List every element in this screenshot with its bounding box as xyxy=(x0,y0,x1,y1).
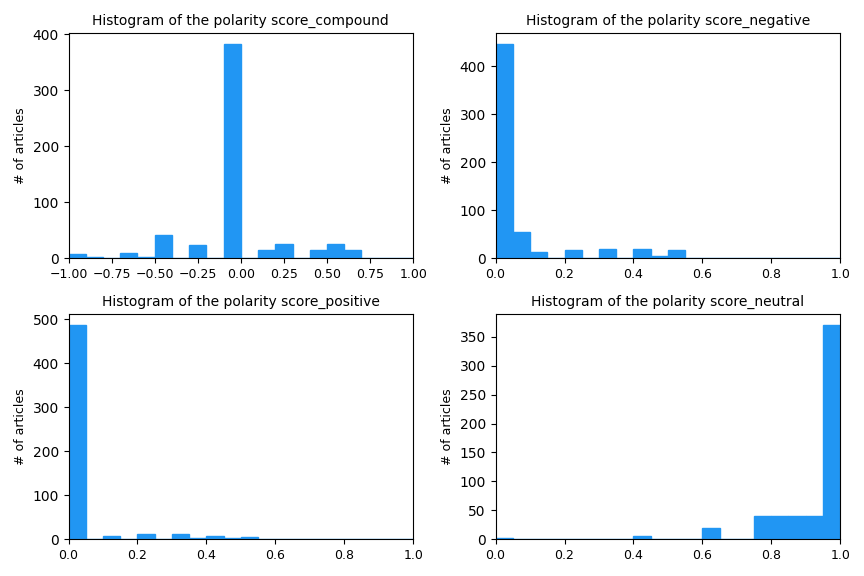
Bar xyxy=(137,534,155,539)
Title: Histogram of the polarity score_neutral: Histogram of the polarity score_neutral xyxy=(531,295,804,309)
Bar xyxy=(633,536,651,539)
Bar xyxy=(258,251,276,258)
Bar xyxy=(754,516,772,539)
Bar xyxy=(103,536,120,539)
Bar xyxy=(310,250,327,258)
Bar xyxy=(224,537,241,539)
Bar xyxy=(530,252,547,258)
Bar xyxy=(344,250,361,258)
Bar xyxy=(772,516,789,539)
Bar xyxy=(68,325,86,539)
Bar xyxy=(155,235,172,258)
Bar xyxy=(599,249,616,258)
Bar xyxy=(668,250,685,258)
Bar xyxy=(189,245,206,258)
Bar xyxy=(496,44,513,258)
Bar xyxy=(651,256,668,258)
Bar xyxy=(276,244,293,258)
Bar xyxy=(206,536,224,539)
Bar xyxy=(496,537,513,539)
Bar xyxy=(823,325,840,539)
Y-axis label: # of articles: # of articles xyxy=(441,108,454,184)
Y-axis label: # of articles: # of articles xyxy=(441,389,454,465)
Bar xyxy=(702,528,720,539)
Title: Histogram of the polarity score_positive: Histogram of the polarity score_positive xyxy=(102,295,380,309)
Bar xyxy=(137,257,155,258)
Bar xyxy=(86,257,103,258)
Bar xyxy=(189,538,206,539)
Bar xyxy=(789,516,806,539)
Bar xyxy=(327,244,344,258)
Title: Histogram of the polarity score_negative: Histogram of the polarity score_negative xyxy=(526,14,810,28)
Bar xyxy=(120,253,137,258)
Bar xyxy=(68,255,86,258)
Bar xyxy=(564,250,581,258)
Y-axis label: # of articles: # of articles xyxy=(14,389,27,465)
Bar xyxy=(513,232,530,258)
Bar xyxy=(633,249,651,258)
Bar xyxy=(224,44,241,258)
Title: Histogram of the polarity score_compound: Histogram of the polarity score_compound xyxy=(92,14,389,28)
Bar xyxy=(806,516,823,539)
Bar xyxy=(172,534,189,539)
Bar xyxy=(241,537,258,539)
Y-axis label: # of articles: # of articles xyxy=(14,108,27,184)
